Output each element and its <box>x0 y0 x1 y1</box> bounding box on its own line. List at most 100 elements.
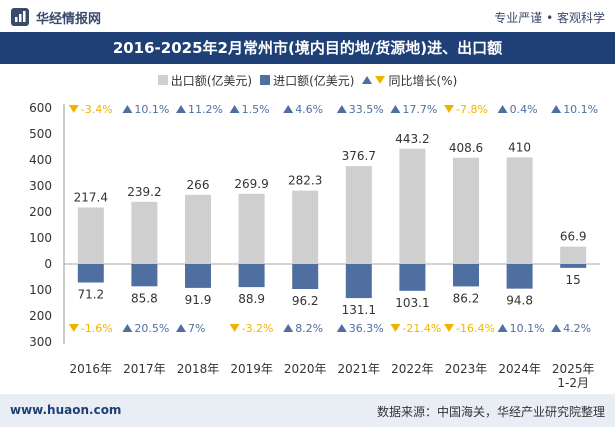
export-growth-label: 10.1% <box>563 103 598 116</box>
export-bar <box>185 194 211 264</box>
slogan: 专业严谨 • 客观科学 <box>494 11 605 25</box>
triangle-down-icon <box>444 324 454 332</box>
export-growth-label: 17.7% <box>402 103 437 116</box>
import-growth-label: 10.1% <box>510 322 545 335</box>
export-growth-label: 11.2% <box>188 103 223 116</box>
legend-export-label: 出口额(亿美元) <box>170 73 253 88</box>
triangle-up-icon <box>176 105 186 113</box>
export-value-label: 66.9 <box>560 230 587 244</box>
footer-source: 数据来源：中国海关，华经产业研究院整理 <box>376 405 605 419</box>
export-growth-label: 4.6% <box>295 103 323 116</box>
export-growth-label: 1.5% <box>242 103 270 116</box>
y-tick-label: 600 <box>29 101 52 115</box>
triangle-up-icon <box>122 324 133 332</box>
import-growth-label: 36.3% <box>349 322 384 335</box>
x-tick-label: 2023年 <box>445 362 488 376</box>
import-growth-label: -1.6% <box>81 322 113 335</box>
triangle-up-icon <box>336 105 347 113</box>
export-value-label: 269.9 <box>234 177 268 191</box>
legend-import-label: 进口额(亿美元) <box>273 73 355 88</box>
x-tick-label: 2021年 <box>338 362 381 376</box>
export-value-label: 408.6 <box>449 141 483 155</box>
export-growth-label: -7.8% <box>456 103 488 116</box>
import-value-label: 131.1 <box>342 303 376 317</box>
export-bar <box>238 193 265 264</box>
footer-url[interactable]: www.huaon.com <box>10 403 122 417</box>
import-value-label: 94.8 <box>506 294 533 308</box>
triangle-down-icon <box>444 105 454 113</box>
x-tick-label: 1-2月 <box>557 376 589 390</box>
legend-import: 进口额(亿美元) <box>260 72 354 89</box>
legend-growth-label: 同比增长(%) <box>388 73 458 88</box>
import-bar <box>292 264 319 290</box>
top-bar: 华经情报网 专业严谨 • 客观科学 <box>0 0 615 32</box>
x-tick-label: 2025年 <box>552 362 595 376</box>
export-value-label: 443.2 <box>395 132 429 146</box>
export-value-label: 410 <box>508 140 531 154</box>
brand: 华经情报网 <box>10 7 101 27</box>
triangle-up-icon <box>283 324 294 332</box>
import-bar <box>453 264 479 287</box>
x-tick-label: 2020年 <box>284 362 327 376</box>
y-tick-label: 100 <box>29 283 52 297</box>
import-value-label: 15 <box>566 273 581 287</box>
x-tick-label: 2017年 <box>123 362 166 376</box>
legend-growth: 同比增长(%) <box>362 72 457 89</box>
triangle-down-icon <box>68 324 79 332</box>
import-growth-label: 20.5% <box>134 322 169 335</box>
export-value-label: 239.2 <box>127 185 161 199</box>
export-bar <box>453 157 479 264</box>
export-bar <box>399 148 426 264</box>
y-tick-label: 0 <box>44 257 52 271</box>
export-value-label: 282.3 <box>288 174 322 188</box>
import-growth-label: 7% <box>188 322 205 335</box>
export-value-label: 376.7 <box>342 149 376 163</box>
import-value-label: 91.9 <box>185 293 212 307</box>
import-bar <box>185 264 211 288</box>
import-growth-label: 4.2% <box>563 322 591 335</box>
chart-plot: 600 500 400 300 200 100 0 100 200 300 217.4 71.2 -3.… <box>29 101 600 390</box>
triangle-down-icon <box>375 76 386 84</box>
import-value-label: 103.1 <box>395 296 429 310</box>
triangle-up-icon <box>176 324 186 332</box>
chart-title: 2016-2025年2月常州市(境内目的地/货源地)进、出口额 <box>112 39 503 57</box>
export-bar <box>292 190 319 264</box>
import-value-label: 71.2 <box>77 288 104 302</box>
triangle-up-icon <box>122 105 133 113</box>
triangle-up-icon <box>362 76 373 84</box>
import-value-label: 85.8 <box>131 291 158 305</box>
y-tick-label: 200 <box>29 205 52 219</box>
y-tick-label: 400 <box>29 153 52 167</box>
triangle-up-icon <box>390 105 401 113</box>
x-tick-label: 2024年 <box>498 362 541 376</box>
triangle-down-icon <box>68 105 79 113</box>
triangle-up-icon <box>497 324 508 332</box>
export-bar <box>560 246 587 264</box>
export-growth-label: -3.4% <box>81 103 113 116</box>
export-bar <box>345 166 372 264</box>
import-bar <box>131 264 158 287</box>
triangle-up-icon <box>283 105 294 113</box>
y-tick-label: 300 <box>29 179 52 193</box>
triangle-up-icon <box>551 105 562 113</box>
export-value-label: 266 <box>187 178 210 192</box>
import-value-label: 88.9 <box>238 292 265 306</box>
huajing-logo-icon <box>11 8 29 26</box>
brand-name: 华经情报网 <box>36 11 102 27</box>
x-tick-label: 2022年 <box>391 362 434 376</box>
x-tick-label: 2019年 <box>230 362 273 376</box>
legend-export: 出口额(亿美元) <box>157 72 253 89</box>
x-tick-label: 2016年 <box>70 362 113 376</box>
export-growth-label: 33.5% <box>349 103 384 116</box>
triangle-up-icon <box>551 324 562 332</box>
import-growth-label: -3.2% <box>242 322 274 335</box>
legend-export-swatch <box>157 75 168 85</box>
triangle-up-icon <box>229 105 240 113</box>
y-tick-label: 100 <box>29 231 52 245</box>
import-bar <box>560 264 587 268</box>
import-bar <box>238 264 265 288</box>
import-bar <box>506 264 533 289</box>
import-growth-label: 8.2% <box>295 322 323 335</box>
export-bar <box>131 201 158 264</box>
export-bar <box>77 207 104 264</box>
